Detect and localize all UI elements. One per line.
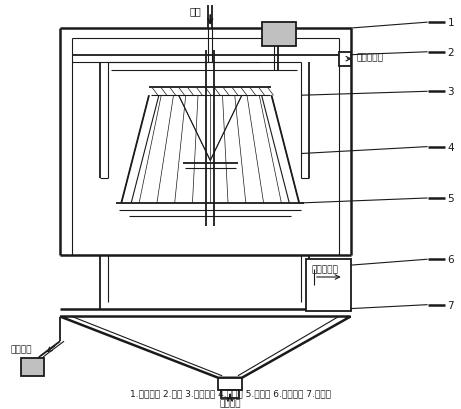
Bar — [262, 23, 296, 47]
Bar — [218, 378, 242, 390]
Bar — [21, 358, 44, 376]
Text: 细粉出口: 细粉出口 — [219, 398, 241, 407]
Text: 循环风出口: 循环风出口 — [356, 53, 384, 62]
Text: 1.传动装置 2.主轴 3.笼型转子 4.撒料盘 5.旋风筒 6.滴流装置 7.集灰斗: 1.传动装置 2.主轴 3.笼型转子 4.撒料盘 5.旋风筒 6.滴流装置 7.… — [130, 389, 331, 398]
Bar — [339, 53, 350, 66]
Text: 6: 6 — [447, 254, 454, 265]
Text: 物料: 物料 — [189, 6, 201, 16]
Text: 3: 3 — [447, 87, 454, 97]
Text: 7: 7 — [447, 300, 454, 310]
Bar — [306, 260, 350, 311]
Text: 1: 1 — [447, 18, 454, 28]
Text: 2: 2 — [447, 47, 454, 58]
Text: 4: 4 — [447, 142, 454, 152]
Bar — [221, 390, 239, 398]
Polygon shape — [60, 317, 350, 378]
Text: 粗粉出口: 粗粉出口 — [11, 345, 32, 354]
Text: 循环风进口: 循环风进口 — [311, 265, 338, 274]
Text: 5: 5 — [447, 193, 454, 203]
